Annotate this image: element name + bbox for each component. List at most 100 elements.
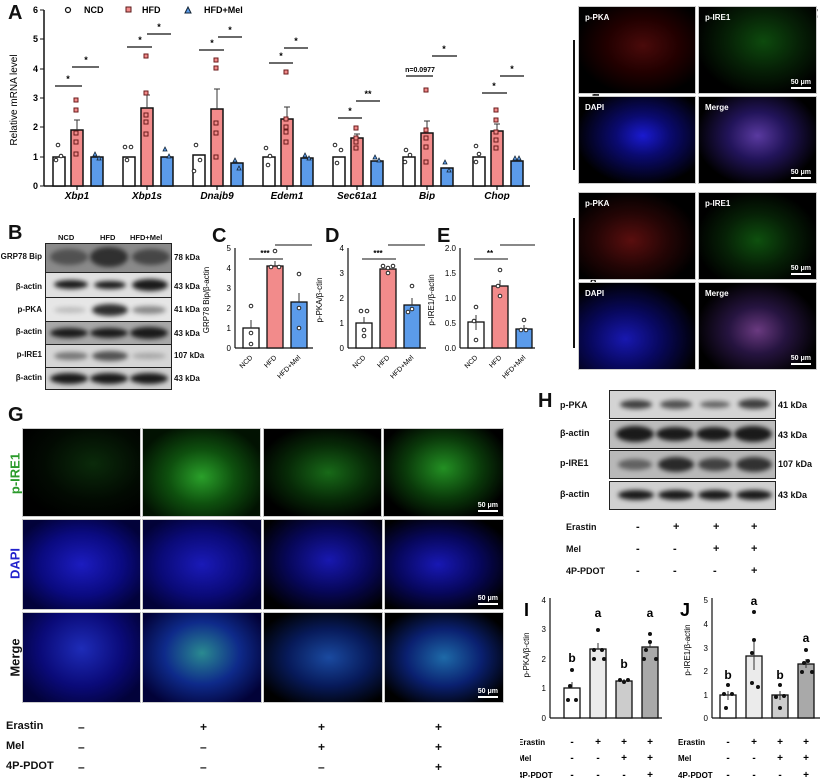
svg-text:*: *: [228, 25, 232, 35]
svg-text:b: b: [620, 657, 627, 671]
svg-text:4: 4: [340, 244, 345, 253]
svg-text:Erastin: Erastin: [678, 738, 705, 747]
svg-text:a: a: [751, 594, 758, 608]
svg-text:-: -: [596, 770, 599, 781]
svg-text:3: 3: [340, 269, 345, 278]
gene-label: Sec61a1: [337, 191, 377, 200]
svg-text:HFD+Mel: HFD+Mel: [389, 354, 415, 380]
svg-text:0: 0: [704, 714, 709, 723]
blot-actin-2: [45, 321, 172, 345]
panel-letter-d: D: [325, 225, 340, 247]
group-bracket: [573, 40, 575, 170]
svg-text:**: **: [487, 249, 494, 258]
group-bracket: [573, 218, 575, 348]
gene-label: Bip: [419, 191, 435, 200]
panel-letter-e: E: [437, 225, 451, 247]
micrograph-g-dapi-4: 50 μm: [384, 519, 504, 610]
svg-text:0: 0: [33, 181, 38, 191]
svg-text:*: *: [492, 81, 496, 91]
svg-text:4P-PDOT: 4P-PDOT: [520, 771, 553, 780]
panel-letter-h: H: [538, 390, 553, 412]
svg-text:***: ***: [260, 249, 270, 258]
micrograph-g-pire1-1: [22, 428, 141, 517]
panel-letter-a: A: [8, 2, 23, 24]
lane-label: HFD+Mel: [130, 233, 163, 242]
svg-text:-: -: [726, 770, 729, 781]
svg-text:-: -: [570, 753, 573, 764]
gene-label: Xbp1s: [131, 191, 162, 200]
svg-text:***: ***: [513, 240, 523, 245]
svg-text:b: b: [724, 668, 731, 682]
micrograph-g-dapi-1: [22, 519, 141, 610]
svg-text:1: 1: [33, 152, 38, 162]
svg-text:1: 1: [542, 684, 547, 693]
svg-text:0.0: 0.0: [445, 344, 457, 353]
svg-text:2: 2: [704, 667, 709, 676]
micrograph-4ppdot-dapi: DAPI: [578, 282, 696, 370]
blot-h-actin-2: [609, 481, 776, 510]
svg-text:2: 2: [542, 655, 547, 664]
svg-text:1: 1: [704, 691, 709, 700]
svg-text:*: *: [279, 51, 283, 61]
svg-text:*: *: [84, 55, 88, 65]
svg-text:+: +: [777, 737, 783, 748]
micrograph-4ppdot-pire1: p-IRE1 50 μm: [698, 192, 817, 280]
svg-text:b: b: [568, 651, 575, 665]
svg-text:HFD: HFD: [263, 354, 278, 369]
row-label-pire1: p-IRE1: [7, 452, 23, 495]
gene-label: Edem1: [271, 191, 304, 200]
svg-text:*: *: [442, 44, 446, 54]
svg-text:***: ***: [373, 249, 383, 258]
svg-text:3: 3: [704, 644, 709, 653]
panel-letter-c: C: [212, 225, 227, 247]
svg-text:3: 3: [227, 284, 232, 293]
blot-h-actin-1: [609, 420, 776, 449]
micrograph-g-dapi-3: [263, 519, 383, 610]
micrograph-4ppdot-ppka: p-PKA: [578, 192, 696, 280]
svg-text:*: *: [66, 74, 70, 84]
svg-text:Erastin: Erastin: [520, 738, 545, 747]
svg-text:2.0: 2.0: [445, 244, 457, 253]
svg-text:-: -: [778, 770, 781, 781]
panel-a-ylabel: Relative mRNA level: [9, 54, 20, 145]
svg-text:*: *: [510, 64, 514, 74]
svg-text:a: a: [647, 606, 654, 620]
svg-text:1: 1: [340, 319, 345, 328]
svg-text:**: **: [403, 240, 410, 245]
svg-text:NCD: NCD: [239, 354, 255, 370]
micrograph-ctrl-dapi: DAPI: [578, 96, 696, 184]
svg-text:5: 5: [33, 34, 38, 44]
svg-text:+: +: [803, 770, 809, 781]
blot-label: GRP78 Bip: [0, 252, 42, 261]
micrograph-g-merge-4: 50 μm: [384, 612, 504, 703]
svg-text:-: -: [752, 770, 755, 781]
blot-pire1: [45, 344, 172, 368]
svg-text:0: 0: [542, 714, 547, 723]
svg-text:4: 4: [542, 596, 547, 605]
svg-text:0.5: 0.5: [445, 319, 457, 328]
svg-text:p-PKA/β-ctin: p-PKA/β-ctin: [522, 632, 531, 677]
svg-text:4P-PDOT: 4P-PDOT: [678, 771, 713, 780]
gene-label: Dnajb9: [200, 191, 234, 200]
svg-text:-: -: [596, 753, 599, 764]
blot-actin-1: [45, 272, 172, 298]
svg-text:HFD+Mel: HFD+Mel: [204, 5, 243, 15]
svg-text:5: 5: [704, 596, 709, 605]
svg-text:3: 3: [33, 93, 38, 103]
svg-text:1: 1: [227, 324, 232, 333]
svg-text:+: +: [621, 753, 627, 764]
svg-text:4: 4: [704, 620, 709, 629]
svg-text:p-IRE1/β-actin: p-IRE1/β-actin: [683, 624, 692, 675]
panel-a-chart: 0 1 2 3 4 5 6 Relative mRNA level NCD HF…: [9, 5, 530, 200]
blot-ppka: [45, 297, 172, 323]
row-label-merge: Merge: [7, 638, 23, 677]
micrograph-g-merge-1: [22, 612, 141, 703]
svg-text:4: 4: [33, 64, 38, 74]
svg-text:5: 5: [227, 244, 232, 253]
micrograph-g-pire1-4: 50 μm: [383, 428, 504, 517]
blot-h-pire1: [609, 450, 776, 479]
svg-text:n=0.0977: n=0.0977: [405, 67, 435, 74]
svg-text:-: -: [752, 753, 755, 764]
svg-text:Mel: Mel: [520, 754, 531, 763]
micrograph-ctrl-merge: Merge 50 μm: [698, 96, 817, 184]
